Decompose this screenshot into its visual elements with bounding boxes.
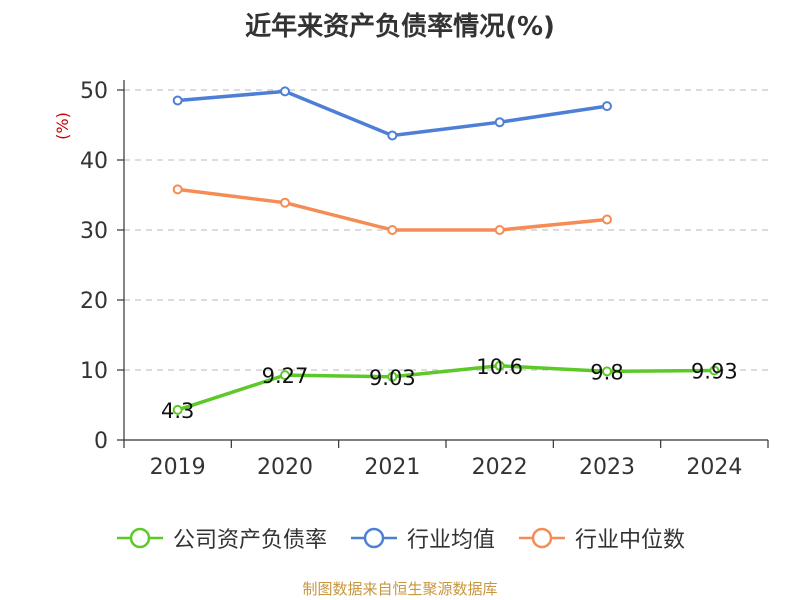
y-tick-label: 30 (80, 219, 108, 244)
legend-item[interactable]: 行业中位数 (517, 522, 685, 554)
y-axis-label: (%) (53, 112, 72, 140)
legend-swatch (519, 527, 565, 549)
x-tick-label: 2024 (686, 455, 742, 480)
legend-marker (129, 527, 151, 549)
data-label: 9.03 (369, 366, 416, 390)
data-label: 9.27 (262, 364, 309, 388)
legend-marker (363, 527, 385, 549)
x-tick-label: 2021 (364, 455, 420, 480)
legend-label: 公司资产负债率 (172, 528, 327, 553)
data-point (280, 86, 290, 97)
page-title: 近年来资产负债率情况(%) (245, 12, 555, 42)
data-point (494, 225, 505, 235)
series (172, 86, 720, 415)
data-point (602, 366, 612, 377)
data-label: 9.93 (691, 359, 738, 383)
legend-swatch (116, 527, 163, 549)
data-labels: 4.3 9.27 9.03 10.6 9.8 9.93 (161, 355, 738, 423)
series-line-2 (177, 187, 608, 232)
legend: 公司资产负债率 行业均值 行业中位数 (0, 520, 800, 556)
data-point (280, 197, 290, 208)
data-point (494, 360, 505, 371)
y-tick-label: 50 (80, 79, 108, 104)
x-tick-label: 2023 (579, 455, 635, 480)
series-line-0 (177, 364, 715, 412)
y-tick-label: 0 (94, 429, 108, 454)
data-label: 9.8 (590, 360, 623, 384)
data-point (387, 371, 398, 382)
data-point (172, 404, 183, 415)
data-point (709, 365, 720, 376)
y-tick-label: 10 (80, 359, 108, 384)
source-note: 制图数据来自恒生聚源数据库 (302, 580, 498, 598)
y-tick-label: 40 (80, 149, 108, 174)
series-line-1 (177, 89, 608, 138)
x-tick-label: 2019 (150, 455, 206, 480)
legend-item[interactable]: 公司资产负债率 (115, 522, 327, 554)
data-point (602, 101, 612, 112)
legend-item[interactable]: 行业均值 (349, 522, 495, 554)
data-label: 10.6 (476, 355, 523, 379)
data-point (172, 184, 183, 195)
legend-label: 行业中位数 (575, 528, 686, 553)
data-point (494, 117, 505, 128)
data-point (172, 95, 183, 106)
legend-marker (531, 527, 553, 549)
y-tick-label: 20 (80, 289, 108, 314)
x-tick-label: 2020 (257, 455, 313, 480)
data-label: 4.3 (161, 399, 194, 423)
x-tick-label: 2022 (472, 455, 528, 480)
legend-label: 行业均值 (406, 528, 495, 553)
data-point (387, 130, 398, 141)
data-point (387, 225, 398, 235)
axes: 0 10 20 30 40 50 (%) 2019 2020 2021 2022 2023 2024 (53, 79, 769, 480)
data-point (280, 370, 290, 381)
legend-swatch (350, 527, 397, 549)
data-point (602, 214, 612, 225)
